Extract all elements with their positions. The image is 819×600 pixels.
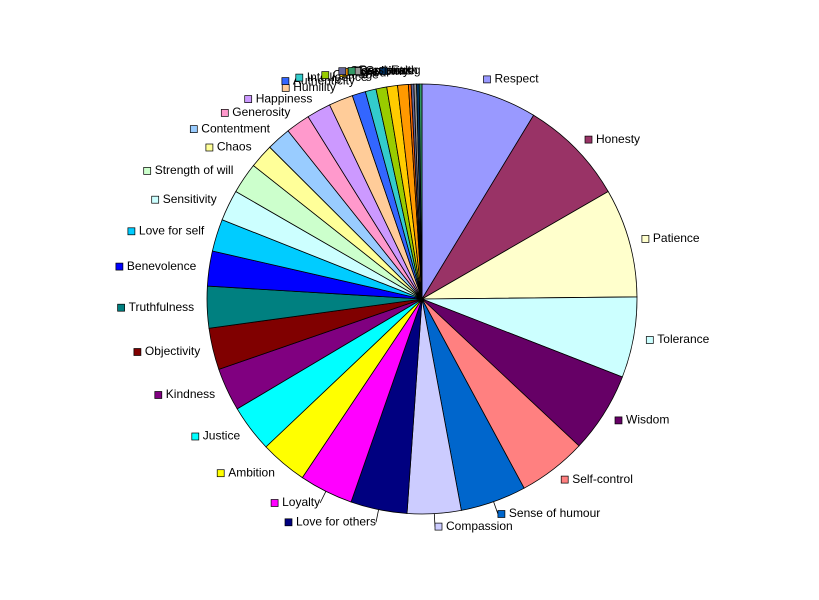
legend-key-benevolence — [115, 262, 124, 271]
slice-label-text: Gratitude — [365, 63, 415, 77]
slice-label-text: Loyalty — [282, 495, 320, 509]
legend-key-chaos — [205, 143, 214, 152]
slice-label-text: Love for others — [296, 514, 376, 528]
slice-label-love-for-self: Love for self — [127, 223, 205, 237]
legend-key-sense-of-humour — [497, 510, 506, 518]
slice-label-strength-of-will: Strength of will — [143, 163, 234, 177]
legend-key-sensitivity — [151, 195, 160, 204]
legend-key-generosity — [220, 109, 229, 117]
pie-slice-respect — [421, 83, 535, 301]
slice-label-text: Chaos — [217, 140, 252, 154]
slice-label-text: Strength of will — [155, 163, 234, 177]
legend-key-justice — [191, 432, 200, 441]
slice-label-patience: Patience — [641, 231, 700, 245]
slice-label-sensitivity: Sensitivity — [151, 192, 217, 206]
legend-key-self-control — [560, 475, 569, 484]
legend-key-compassion — [434, 522, 443, 531]
legend-key-patience — [641, 235, 650, 243]
slice-label-text: Sense of humour — [509, 506, 600, 520]
legend-key-cleanliness — [338, 67, 347, 76]
slice-label-gratitude: Gratitude — [354, 63, 415, 77]
slice-label-text: Freedom — [354, 64, 402, 78]
slice-label-self-control: Self-control — [560, 472, 633, 486]
slice-label-loyalty: Loyalty — [270, 495, 320, 509]
slice-label-wisdom: Wisdom — [614, 413, 669, 427]
legend-key-faith — [379, 67, 388, 75]
legend-key-honesty — [584, 135, 593, 144]
slice-label-truthfulness: Truthfulness — [117, 300, 195, 314]
slice-label-authenticity: Authenticity — [281, 73, 355, 87]
slice-label-text: Self-control — [572, 472, 633, 486]
legend-key-courage — [321, 71, 330, 79]
slice-label-text: Faith — [391, 63, 418, 77]
slice-label-text: Truthfulness — [129, 300, 195, 314]
legend-key-love-for-self — [127, 227, 136, 236]
pie-slice-persian-rug — [418, 83, 423, 300]
pie-slice-patience — [420, 190, 638, 300]
slice-label-justice: Justice — [191, 429, 241, 443]
legend-key-tolerance — [645, 336, 654, 344]
slice-label-faith: Faith — [379, 63, 418, 77]
slice-label-chaos: Chaos — [205, 140, 252, 154]
legend-key-love-for-others — [284, 518, 293, 527]
slice-label-text: Love for self — [139, 223, 205, 237]
legend-key-respect — [483, 75, 491, 84]
legend-key-contentment — [189, 125, 198, 133]
leader-line-loyalty — [319, 491, 327, 504]
slice-label-text: Authenticity — [293, 73, 355, 87]
legend-key-persian-rug — [347, 67, 356, 75]
legend-key-intelligence — [295, 73, 304, 82]
slice-label-kindness: Kindness — [154, 387, 215, 401]
slice-label-text: Patience — [653, 231, 700, 245]
legend-key-strength-of-will — [143, 167, 152, 175]
legend-key-objectivity — [133, 348, 142, 356]
legend-key-authenticity — [281, 77, 290, 85]
slice-label-text: Persian rug — [359, 63, 420, 77]
pie-slice-honesty — [421, 114, 609, 300]
legend-key-truthfulness — [117, 303, 125, 312]
legend-key-happiness — [244, 95, 253, 103]
slice-label-persian-rug: Persian rug — [347, 63, 421, 77]
slice-label-text: Justice — [203, 429, 241, 443]
slice-label-generosity: Generosity — [220, 105, 290, 119]
slice-label-text: Contentment — [201, 121, 270, 135]
slice-label-text: Kindness — [166, 387, 215, 401]
slice-label-text: Ambition — [228, 465, 275, 479]
leader-line-love-for-others — [375, 509, 379, 523]
slice-label-love-for-others: Love for others — [284, 514, 376, 528]
slice-label-contentment: Contentment — [189, 121, 271, 135]
slice-label-respect: Respect — [483, 72, 540, 86]
pie-slices — [206, 83, 638, 515]
slice-label-benevolence: Benevolence — [115, 259, 197, 273]
slice-label-text: Generosity — [232, 105, 290, 119]
slice-label-text: Objectivity — [145, 344, 200, 358]
slice-label-sense-of-humour: Sense of humour — [497, 506, 600, 520]
legend-key-kindness — [154, 391, 163, 399]
slice-label-text: Benevolence — [127, 259, 197, 273]
legend-key-loyalty — [270, 499, 279, 507]
leader-line-sense-of-humour — [493, 501, 499, 515]
slice-label-text: Tolerance — [657, 332, 709, 346]
slice-label-objectivity: Objectivity — [133, 344, 200, 358]
slice-label-text: Respect — [495, 72, 540, 86]
slice-label-text: Humility — [293, 80, 336, 94]
slice-label-ambition: Ambition — [216, 465, 275, 479]
slice-label-text: Happiness — [256, 91, 313, 105]
slice-label-text: Sensitivity — [163, 192, 217, 206]
legend-key-wisdom — [614, 416, 623, 425]
slice-label-text: Honesty — [596, 132, 640, 146]
slice-label-compassion: Compassion — [434, 519, 513, 533]
slice-label-text: Wisdom — [626, 413, 669, 427]
legend-key-humility — [281, 84, 290, 92]
slice-label-text: Compassion — [446, 519, 513, 533]
slice-label-happiness: Happiness — [244, 91, 313, 105]
slice-labels: Respect Honesty Patience Tolerance Wisdom Sel… — [115, 63, 710, 533]
slice-label-honesty: Honesty — [584, 132, 640, 146]
legend-key-ambition — [216, 469, 225, 478]
slice-label-tolerance: Tolerance — [645, 332, 710, 346]
